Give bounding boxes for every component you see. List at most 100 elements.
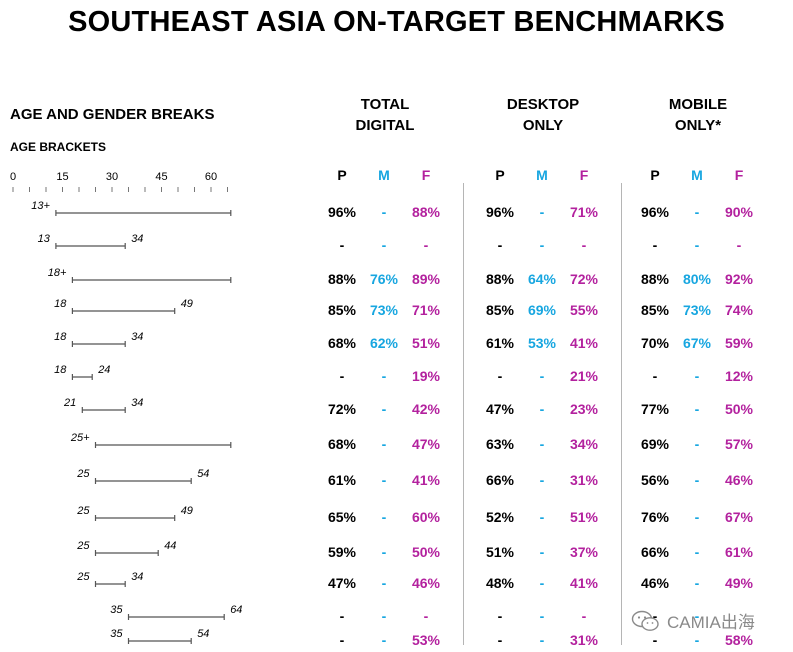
cell-desktop-only-p: 51% [485, 544, 515, 560]
column-key-p: P [650, 167, 660, 183]
cell-mobile-only-p: - [652, 608, 658, 624]
cell-desktop-only-m: 53% [527, 335, 557, 351]
cell-total-digital-m: 62% [369, 335, 399, 351]
cell-total-digital-m: - [381, 509, 387, 525]
cell-desktop-only-f: 72% [569, 271, 599, 287]
cell-desktop-only-p: 85% [485, 302, 515, 318]
cell-mobile-only-m: 67% [682, 335, 712, 351]
column-key-p: P [495, 167, 505, 183]
cell-mobile-only-f: 49% [724, 575, 754, 591]
cell-total-digital-m: - [381, 632, 387, 648]
cell-mobile-only-f: 50% [724, 401, 754, 417]
age-bracket-end-label: 64 [230, 604, 242, 616]
cell-desktop-only-m: - [539, 237, 545, 253]
group-header-line2: ONLY [522, 117, 564, 134]
cell-desktop-only-f: 41% [569, 335, 599, 351]
age-bracket-end-label: 44 [164, 540, 176, 552]
cell-desktop-only-f: 21% [569, 368, 599, 384]
column-key-f: F [579, 167, 589, 183]
cell-total-digital-p: - [339, 368, 345, 384]
cell-desktop-only-m: - [539, 509, 545, 525]
cell-desktop-only-p: 96% [485, 204, 515, 220]
cell-total-digital-p: - [339, 608, 345, 624]
cell-mobile-only-p: 70% [640, 335, 670, 351]
age-bracket-start-label: 18 [54, 364, 67, 376]
age-bracket-end-label: 49 [181, 505, 193, 517]
cell-mobile-only-f: - [736, 237, 742, 253]
cell-total-digital-f: 53% [411, 632, 441, 648]
cell-desktop-only-m: - [539, 368, 545, 384]
age-bracket-start-label: 25+ [70, 432, 90, 444]
cell-total-digital-m: 73% [369, 302, 399, 318]
cell-total-digital-m: - [381, 204, 387, 220]
column-key-p: P [337, 167, 347, 183]
group-header-mobile-only: MOBILE ONLY* [633, 94, 763, 136]
axis-tick-label: 0 [10, 171, 16, 183]
cell-mobile-only-f: 59% [724, 335, 754, 351]
cell-mobile-only-p: 66% [640, 544, 670, 560]
cell-mobile-only-p: - [652, 368, 658, 384]
cell-total-digital-m: - [381, 436, 387, 452]
cell-mobile-only-p: 88% [640, 271, 670, 287]
cell-desktop-only-f: 71% [569, 204, 599, 220]
cell-total-digital-f: - [423, 237, 429, 253]
cell-total-digital-f: 51% [411, 335, 441, 351]
cell-mobile-only-f: 12% [724, 368, 754, 384]
cell-desktop-only-f: 41% [569, 575, 599, 591]
age-bracket-end-label: 34 [131, 397, 143, 409]
cell-desktop-only-p: 47% [485, 401, 515, 417]
age-bracket-start-label: 18+ [48, 267, 67, 279]
cell-mobile-only-f: 67% [724, 509, 754, 525]
cell-total-digital-p: 65% [327, 509, 357, 525]
age-brackets-heading: AGE BRACKETS [10, 140, 107, 154]
cell-desktop-only-f: - [581, 608, 587, 624]
cell-total-digital-f: 47% [411, 436, 441, 452]
group-header-total-digital: TOTAL DIGITAL [320, 94, 450, 136]
cell-mobile-only-f: 57% [724, 436, 754, 452]
cell-total-digital-p: 61% [327, 472, 357, 488]
age-bracket-end-label: 34 [131, 233, 143, 245]
age-bracket-end-label: 34 [131, 571, 143, 583]
cell-mobile-only-p: 85% [640, 302, 670, 318]
cell-desktop-only-m: - [539, 472, 545, 488]
cell-mobile-only-m: - [694, 608, 700, 624]
cell-desktop-only-m: - [539, 204, 545, 220]
cell-desktop-only-p: 66% [485, 472, 515, 488]
cell-total-digital-p: 68% [327, 436, 357, 452]
age-bracket-start-label: 25 [76, 540, 90, 552]
wechat-icon [631, 610, 659, 631]
cell-desktop-only-p: - [497, 237, 503, 253]
age-bracket-end-label: 49 [181, 298, 193, 310]
chart-title: SOUTHEAST ASIA ON-TARGET BENCHMARKS [68, 6, 725, 38]
cell-desktop-only-m: - [539, 436, 545, 452]
cell-mobile-only-f: 61% [724, 544, 754, 560]
column-divider [621, 183, 622, 645]
group-header-line1: DESKTOP [506, 96, 580, 113]
cell-mobile-only-f: 90% [724, 204, 754, 220]
age-bracket-start-label: 25 [76, 571, 90, 583]
cell-total-digital-m: - [381, 472, 387, 488]
age-bracket-chart: 0 15 30 45 60 13+ 13 34 18+ 18 49 18 34 18 24 21 34 25+ 25… [10, 171, 242, 644]
cell-mobile-only-p: - [652, 632, 658, 648]
cell-mobile-only-m: - [694, 204, 700, 220]
age-bracket-end-label: 34 [131, 331, 143, 343]
cell-desktop-only-f: 23% [569, 401, 599, 417]
cell-total-digital-m: - [381, 544, 387, 560]
cell-mobile-only-f: 74% [724, 302, 754, 318]
cell-mobile-only-m: - [694, 237, 700, 253]
cell-total-digital-p: 96% [327, 204, 357, 220]
cell-mobile-only-m: - [694, 632, 700, 648]
age-bracket-start-label: 13+ [31, 200, 50, 212]
cell-total-digital-m: - [381, 401, 387, 417]
cell-desktop-only-f: 34% [569, 436, 599, 452]
cell-total-digital-m: 76% [369, 271, 399, 287]
cell-desktop-only-p: 88% [485, 271, 515, 287]
age-bracket-end-label: 54 [197, 628, 209, 640]
axis-tick-label: 15 [56, 171, 68, 183]
cell-desktop-only-p: 63% [485, 436, 515, 452]
cell-mobile-only-m: - [694, 544, 700, 560]
cell-total-digital-f: 42% [411, 401, 441, 417]
axis-tick-label: 60 [205, 171, 217, 183]
age-bracket-start-label: 35 [110, 604, 123, 616]
age-bracket-start-label: 25 [76, 505, 90, 517]
